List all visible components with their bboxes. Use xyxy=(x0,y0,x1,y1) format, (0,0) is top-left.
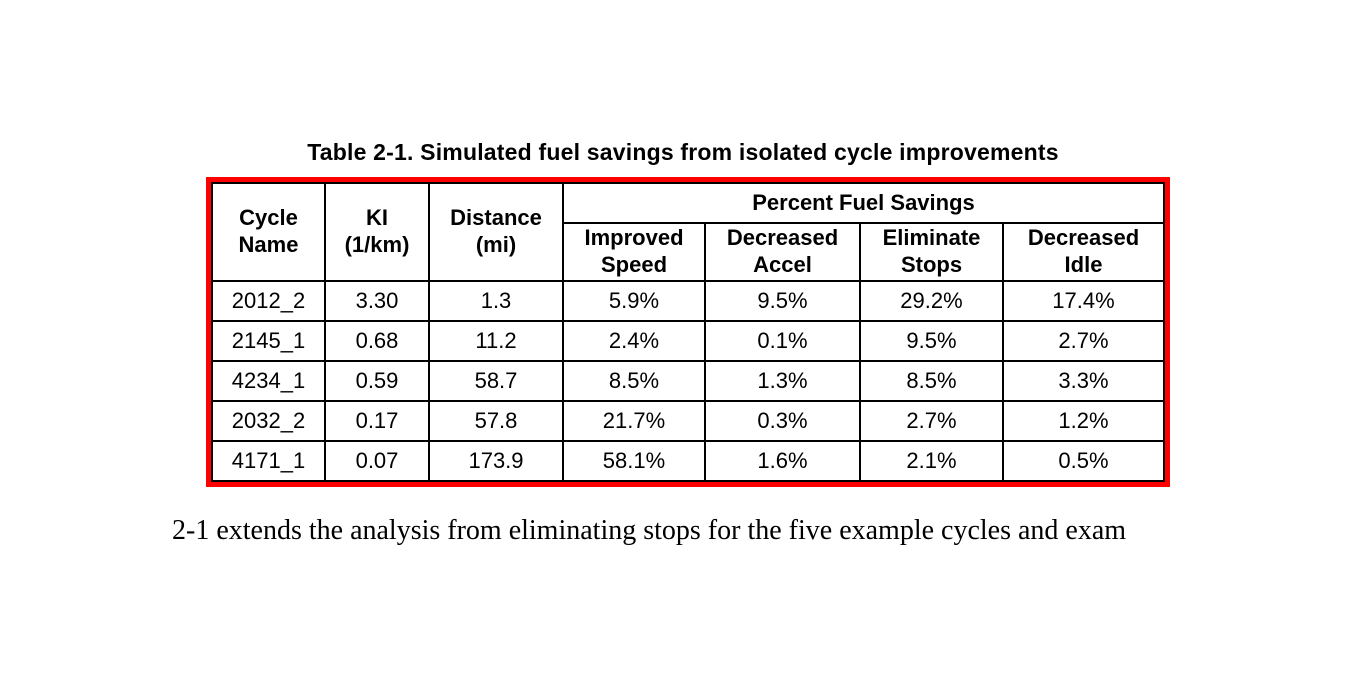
col-header-line: Speed xyxy=(600,252,668,277)
cell-cycle-name: 4171_1 xyxy=(211,440,326,482)
col-header-line: Accel xyxy=(753,252,812,277)
header-row-group: Cycle Name KI (1/km) Distance (mi) Perce… xyxy=(211,182,1165,282)
cell-decreased-idle: 3.3% xyxy=(1002,360,1165,402)
col-header-ki: KI (1/km) xyxy=(324,182,430,282)
header-row-sub: Improved Speed Decreased Accel Eliminate… xyxy=(212,222,1165,282)
col-header-line: (1/km) xyxy=(344,232,410,257)
cell-eliminate-stops: 2.7% xyxy=(859,400,1004,442)
cell-ki: 0.17 xyxy=(324,400,430,442)
cell-decreased-idle: 1.2% xyxy=(1002,400,1165,442)
fuel-savings-table: Cycle Name KI (1/km) Distance (mi) Perce… xyxy=(211,182,1165,482)
cell-decreased-accel: 0.1% xyxy=(704,320,861,362)
table-caption: Table 2-1. Simulated fuel savings from i… xyxy=(307,139,1059,165)
cell-eliminate-stops: 29.2% xyxy=(859,280,1004,322)
col-header-line: Decreased xyxy=(726,225,839,251)
cell-cycle-name: 4234_1 xyxy=(211,360,326,402)
cell-ki: 0.68 xyxy=(324,320,430,362)
cell-distance: 11.2 xyxy=(428,320,564,362)
cell-decreased-accel: 9.5% xyxy=(704,280,861,322)
cell-cycle-name: 2032_2 xyxy=(211,400,326,442)
col-header-decreased-idle: Decreased Idle xyxy=(1002,222,1165,282)
cell-eliminate-stops: 8.5% xyxy=(859,360,1004,402)
cell-eliminate-stops: 9.5% xyxy=(859,320,1004,362)
table-row: 4171_1 0.07 173.9 58.1% 1.6% 2.1% 0.5% xyxy=(211,440,1165,482)
cell-distance: 57.8 xyxy=(428,400,564,442)
table-row: 2012_2 3.30 1.3 5.9% 9.5% 29.2% 17.4% xyxy=(211,280,1165,322)
table-body: 2012_2 3.30 1.3 5.9% 9.5% 29.2% 17.4% 21… xyxy=(211,280,1165,482)
cell-cycle-name: 2145_1 xyxy=(211,320,326,362)
col-header-distance: Distance (mi) xyxy=(428,182,564,282)
table-header: Cycle Name KI (1/km) Distance (mi) Perce… xyxy=(211,182,1165,282)
cell-ki: 3.30 xyxy=(324,280,430,322)
cell-eliminate-stops: 2.1% xyxy=(859,440,1004,482)
cell-decreased-accel: 0.3% xyxy=(704,400,861,442)
col-header-line: Decreased xyxy=(1027,225,1140,251)
group-header-percent-fuel-savings: Percent Fuel Savings xyxy=(562,182,1165,224)
cell-decreased-accel: 1.6% xyxy=(704,440,861,482)
cell-distance: 1.3 xyxy=(428,280,564,322)
col-header-line: Improved xyxy=(584,225,684,251)
col-header-decreased-accel: Decreased Accel xyxy=(704,222,861,282)
body-text: 2-1 extends the analysis from eliminatin… xyxy=(172,515,1127,546)
cell-ki: 0.59 xyxy=(324,360,430,402)
cell-improved-speed: 5.9% xyxy=(562,280,706,322)
col-header-improved-speed: Improved Speed xyxy=(562,222,706,282)
col-header-line: Distance xyxy=(450,205,542,231)
cell-distance: 58.7 xyxy=(428,360,564,402)
col-header-line: Stops xyxy=(900,252,963,277)
col-header-line: Eliminate xyxy=(882,225,981,251)
col-header-eliminate-stops: Eliminate Stops xyxy=(859,222,1004,282)
col-header-line: Name xyxy=(238,232,299,257)
col-header-cycle-name: Cycle Name xyxy=(211,182,326,282)
fuel-savings-table-frame: Cycle Name KI (1/km) Distance (mi) Perce… xyxy=(206,177,1170,487)
cell-decreased-idle: 17.4% xyxy=(1002,280,1165,322)
cell-improved-speed: 2.4% xyxy=(562,320,706,362)
cell-cycle-name: 2012_2 xyxy=(211,280,326,322)
col-header-line: Cycle xyxy=(239,205,298,231)
cell-improved-speed: 8.5% xyxy=(562,360,706,402)
cell-decreased-idle: 0.5% xyxy=(1002,440,1165,482)
cell-ki: 0.07 xyxy=(324,440,430,482)
cell-decreased-accel: 1.3% xyxy=(704,360,861,402)
cell-distance: 173.9 xyxy=(428,440,564,482)
cell-decreased-idle: 2.7% xyxy=(1002,320,1165,362)
cell-improved-speed: 21.7% xyxy=(562,400,706,442)
col-header-line: (mi) xyxy=(475,232,517,257)
cell-improved-speed: 58.1% xyxy=(562,440,706,482)
table-row: 2032_2 0.17 57.8 21.7% 0.3% 2.7% 1.2% xyxy=(211,400,1165,442)
col-header-line: Idle xyxy=(1064,252,1103,277)
table-row: 2145_1 0.68 11.2 2.4% 0.1% 9.5% 2.7% xyxy=(211,320,1165,362)
table-row: 4234_1 0.59 58.7 8.5% 1.3% 8.5% 3.3% xyxy=(211,360,1165,402)
col-header-line: KI xyxy=(366,205,388,231)
